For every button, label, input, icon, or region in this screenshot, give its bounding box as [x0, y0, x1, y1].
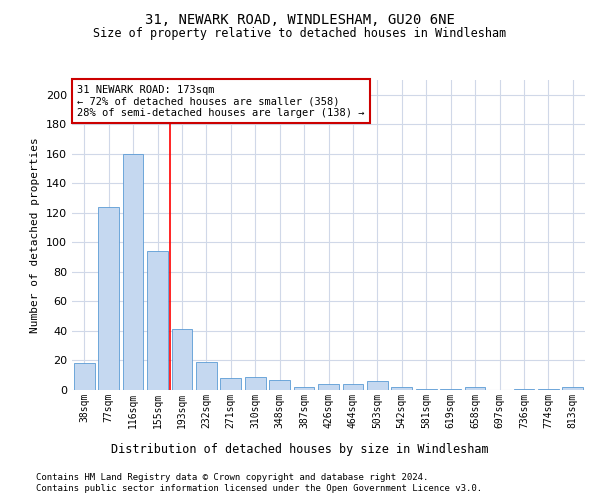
Bar [440, 388, 461, 390]
Bar [122, 154, 143, 390]
Y-axis label: Number of detached properties: Number of detached properties [31, 137, 40, 333]
Bar [220, 378, 241, 390]
Text: 31 NEWARK ROAD: 173sqm
← 72% of detached houses are smaller (358)
28% of semi-de: 31 NEWARK ROAD: 173sqm ← 72% of detached… [77, 84, 365, 118]
Text: Contains HM Land Registry data © Crown copyright and database right 2024.: Contains HM Land Registry data © Crown c… [36, 472, 428, 482]
Bar [416, 388, 437, 390]
Bar [391, 387, 412, 390]
Bar [196, 362, 217, 390]
Bar [367, 381, 388, 390]
Bar [538, 388, 559, 390]
Bar [74, 364, 95, 390]
Text: 31, NEWARK ROAD, WINDLESHAM, GU20 6NE: 31, NEWARK ROAD, WINDLESHAM, GU20 6NE [145, 12, 455, 26]
Bar [293, 387, 314, 390]
Bar [343, 384, 364, 390]
Bar [269, 380, 290, 390]
Text: Contains public sector information licensed under the Open Government Licence v3: Contains public sector information licen… [36, 484, 482, 493]
Text: Distribution of detached houses by size in Windlesham: Distribution of detached houses by size … [111, 442, 489, 456]
Bar [464, 387, 485, 390]
Bar [172, 330, 193, 390]
Bar [147, 251, 168, 390]
Bar [98, 207, 119, 390]
Bar [514, 388, 535, 390]
Bar [245, 376, 266, 390]
Text: Size of property relative to detached houses in Windlesham: Size of property relative to detached ho… [94, 28, 506, 40]
Bar [318, 384, 339, 390]
Bar [562, 387, 583, 390]
